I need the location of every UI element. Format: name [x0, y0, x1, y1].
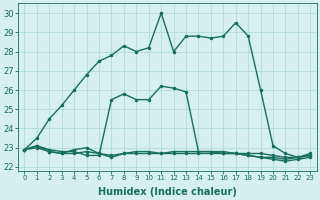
X-axis label: Humidex (Indice chaleur): Humidex (Indice chaleur) — [98, 187, 237, 197]
